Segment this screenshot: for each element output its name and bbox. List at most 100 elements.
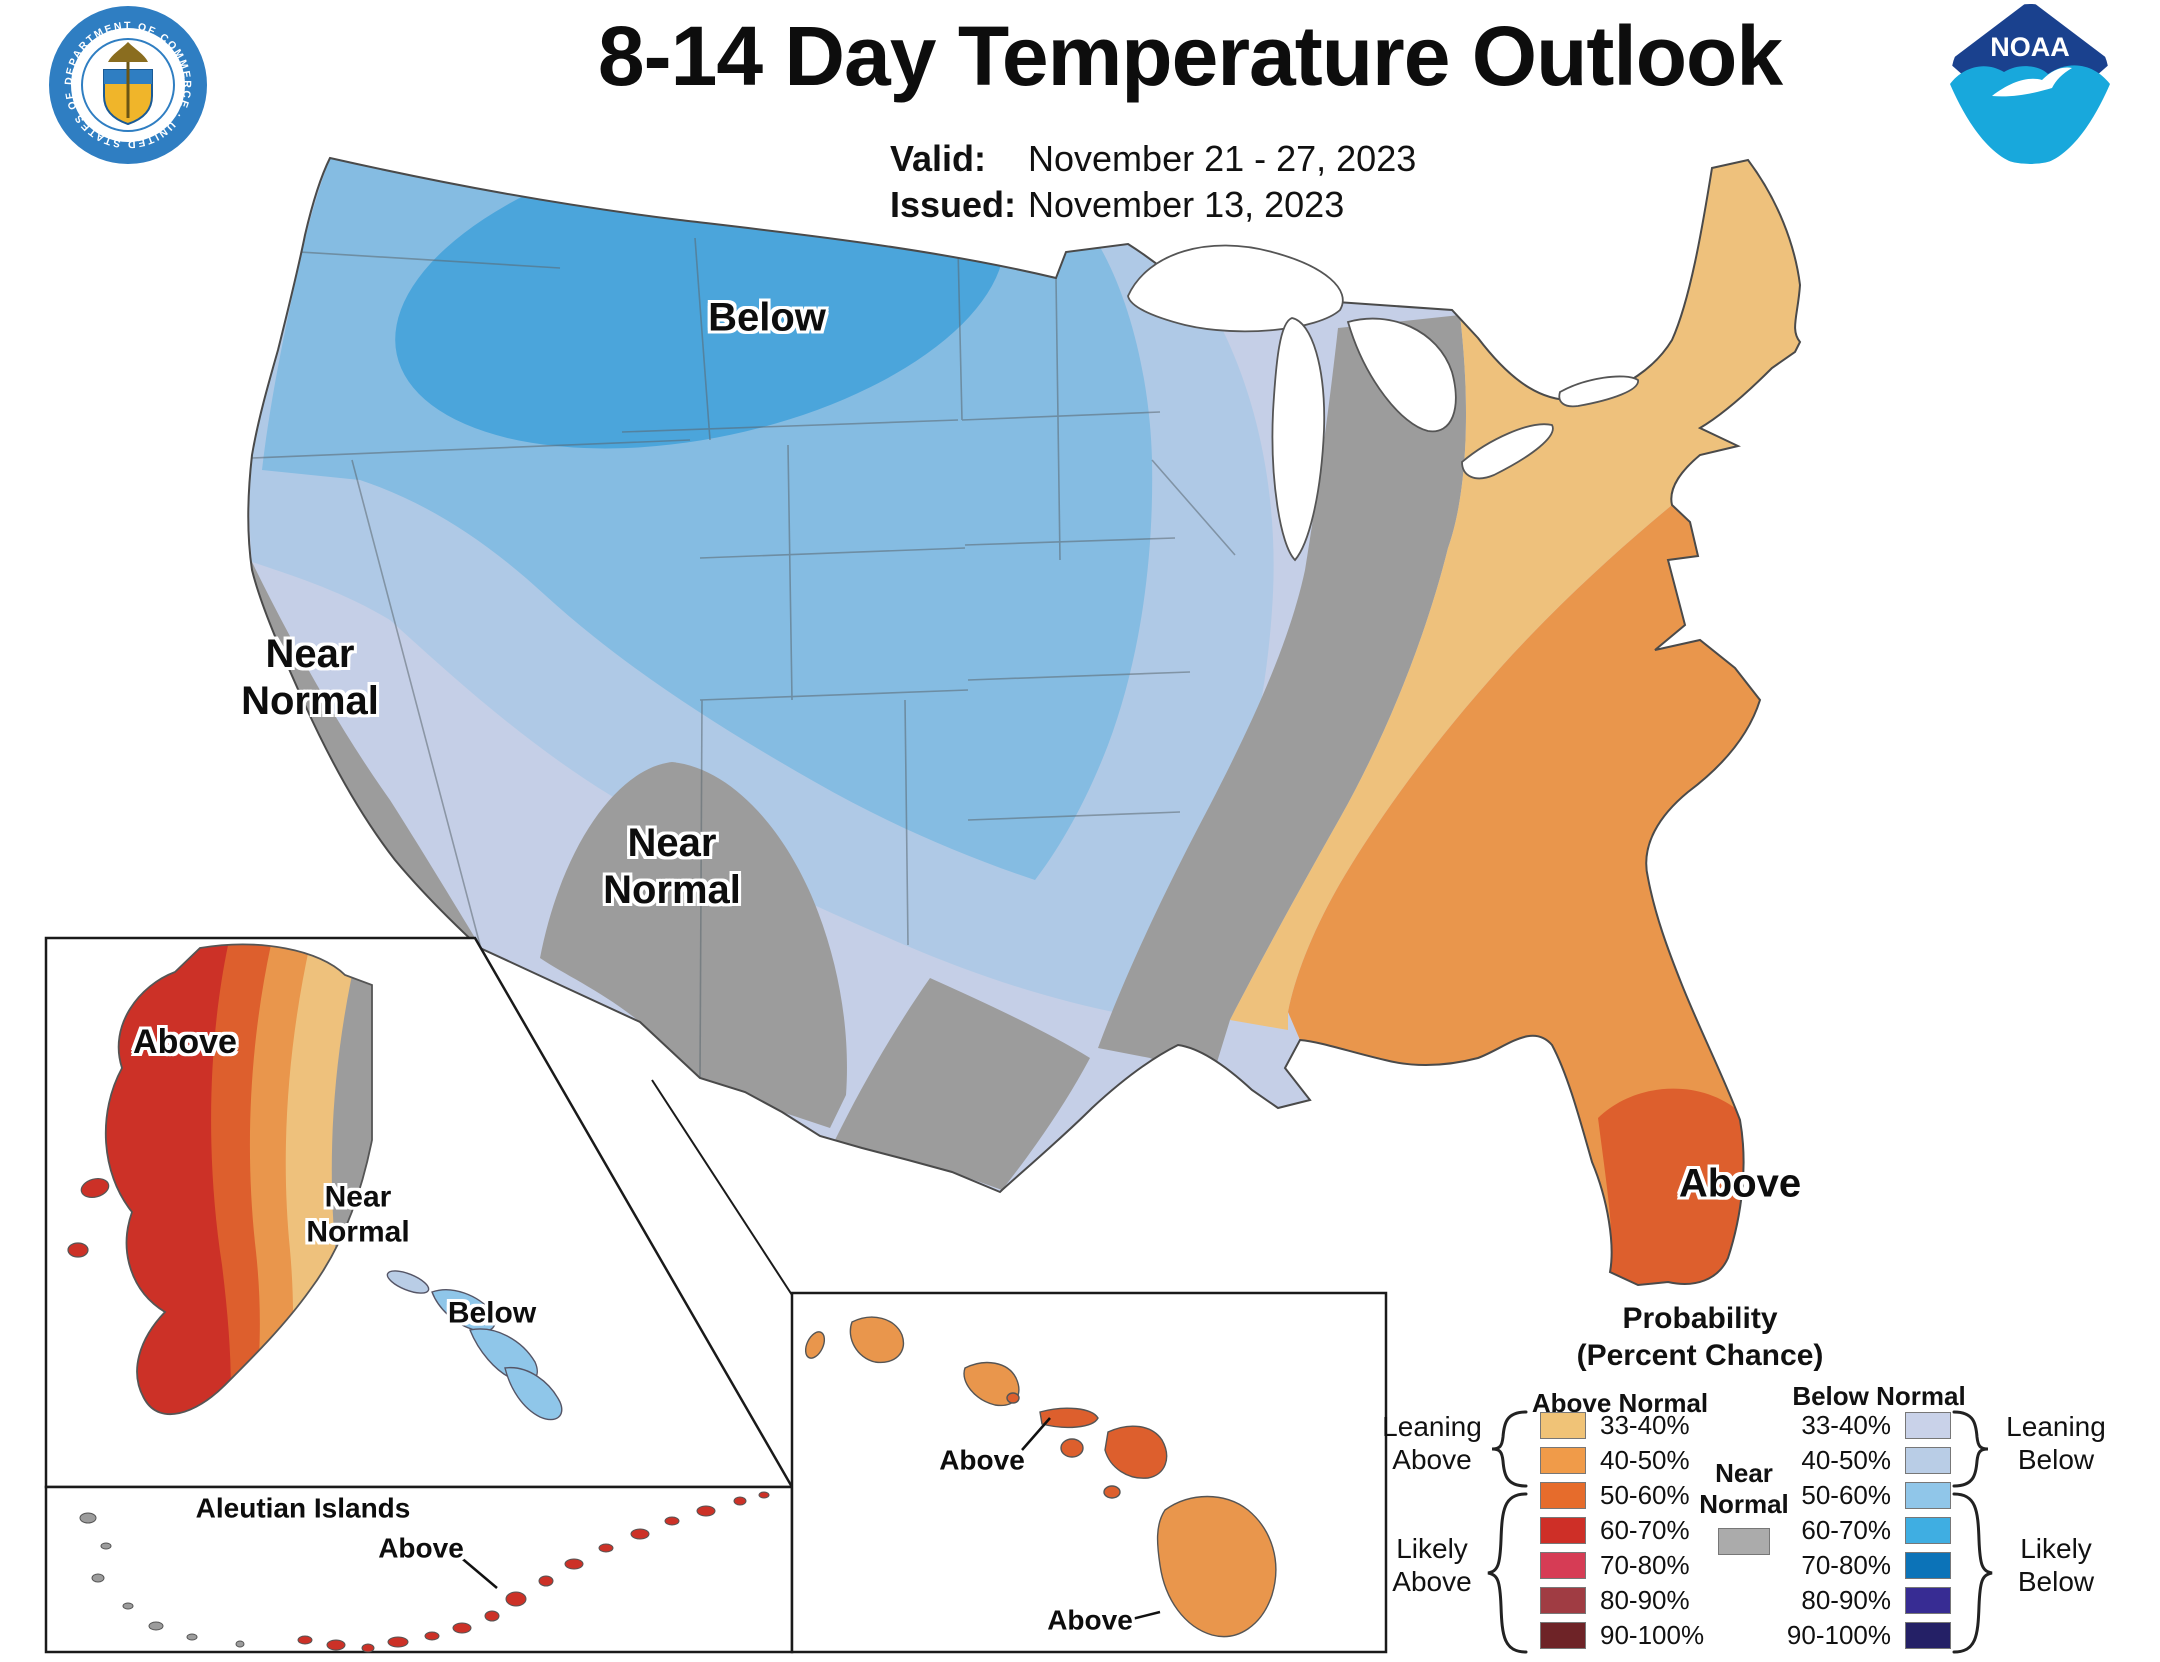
legend-group-leaning-below: Leaning Below [2006, 1411, 2106, 1475]
brace-leaning-above [1491, 1410, 1528, 1488]
swatch-below-60-70 [1905, 1517, 1951, 1544]
legend-row-above-33-40: 33-40% [1540, 1410, 1704, 1440]
aleutian-islands-gray [79, 1512, 245, 1648]
swatch-above-60-70 [1540, 1517, 1586, 1544]
issued-line: Issued: November 13, 2023 [890, 182, 1416, 228]
alaska-label-above: Above [133, 1022, 237, 1061]
legend-row-below-90-100: 90-100% [1786, 1620, 1951, 1650]
legend-row-above-90-100: 90-100% [1540, 1620, 1704, 1650]
swatch-above-40-50 [1540, 1447, 1586, 1474]
swatch-above-70-80 [1540, 1552, 1586, 1579]
legend-row-above-50-60: 50-60% [1540, 1480, 1704, 1510]
legend-group-likely-below: Likely Below [2017, 1533, 2095, 1597]
aleutian-islands-above [297, 1491, 770, 1653]
hawaii-islands [804, 1316, 1277, 1638]
aleutian-title: Aleutian Islands [195, 1492, 411, 1524]
lake-superior [1127, 244, 1344, 333]
legend-below-normal-header: Below Normal [1792, 1381, 1966, 1411]
great-lakes [1127, 244, 1639, 562]
page-title: 8-14 Day Temperature Outlook [597, 9, 1783, 103]
legend-group-likely-above: Likely Above [1392, 1533, 1472, 1597]
swatch-below-90-100 [1905, 1622, 1951, 1649]
near-normal-california [252, 562, 480, 948]
ak-band-above-60-70 [105, 944, 231, 1415]
legend-row-above-80-90: 80-90% [1540, 1585, 1704, 1615]
legend-near-normal: Near Normal [1686, 1458, 1802, 1555]
island-oahu-above-spot [1006, 1392, 1020, 1404]
brace-likely-above [1487, 1492, 1528, 1654]
doc-seal-eagle [108, 42, 148, 62]
noaa-logo-text: NOAA [1990, 32, 2070, 62]
alaska-label-near-normal: Near Normal [306, 1180, 410, 1249]
map-label-near-normal-west: Near Normal [241, 631, 379, 723]
legend-title: Probability (Percent Chance) [1576, 1302, 1824, 1372]
valid-line: Valid: November 21 - 27, 2023 [890, 136, 1416, 182]
brace-likely-below [1952, 1492, 1993, 1654]
swatch-below-70-80 [1905, 1552, 1951, 1579]
legend-row-below-60-70: 60-70% [1786, 1515, 1951, 1545]
island-maui [1104, 1425, 1168, 1479]
near-normal-ohio-valley-band [1098, 315, 1467, 1085]
lake-michigan [1271, 317, 1326, 562]
issued-value: November 13, 2023 [1028, 184, 1345, 225]
swatch-near-normal [1718, 1528, 1770, 1555]
aleutian-inset-box [44, 1485, 794, 1654]
legend-row-above-70-80: 70-80% [1540, 1550, 1704, 1580]
aleutian-label-above: Above [378, 1532, 464, 1564]
hawaii-label-above-molokai: Above [939, 1444, 1025, 1476]
lake-ontario [1558, 375, 1639, 408]
valid-label: Valid: [890, 138, 987, 179]
island-big-island [1156, 1495, 1277, 1638]
doc-seal: DEPARTMENT OF COMMERCE · UNITED STATES O… [0, 0, 207, 164]
island-kahoolawe [1103, 1485, 1121, 1499]
band-above-33-40-northeast [1230, 160, 1800, 1030]
near-normal-southwest-dome [540, 762, 847, 1128]
alaska-panhandle [386, 1270, 563, 1421]
noaa-logo: NOAA [1950, 4, 2110, 164]
legend-row-below-70-80: 70-80% [1786, 1550, 1951, 1580]
label-leader-lines [451, 1417, 1161, 1622]
legend-braces [1487, 1410, 1993, 1654]
hawaii-label-above-big-island: Above [1047, 1604, 1133, 1636]
legend-group-leaning-above: Leaning Above [1382, 1411, 1482, 1475]
valid-value: November 21 - 27, 2023 [1028, 138, 1417, 179]
legend-row-above-60-70: 60-70% [1540, 1515, 1704, 1545]
state-boundaries [251, 237, 1236, 1079]
legend-row-below-50-60: 50-60% [1786, 1480, 1951, 1510]
legend-below-column: 33-40% 40-50% 50-60% 60-70% 70-80% 80-90… [1786, 1410, 1951, 1650]
swatch-below-40-50 [1905, 1447, 1951, 1474]
noaa-globe [1950, 65, 2110, 164]
swatch-above-33-40 [1540, 1412, 1586, 1439]
noaa-bird-icon [1992, 67, 2072, 97]
swatch-above-90-100 [1540, 1622, 1586, 1649]
lake-huron [1346, 317, 1457, 433]
map-label-near-normal-central: Near Normal [603, 820, 741, 912]
island-niihau [804, 1331, 826, 1359]
legend-row-below-33-40: 33-40% [1786, 1410, 1951, 1440]
legend-row-below-40-50: 40-50% [1786, 1445, 1951, 1475]
legend-row-below-80-90: 80-90% [1786, 1585, 1951, 1615]
swatch-above-50-60 [1540, 1482, 1586, 1509]
island-kauai [849, 1316, 905, 1364]
band-above-50-60-south-florida [1598, 1088, 1744, 1285]
legend-above-column: 33-40% 40-50% 50-60% 60-70% 70-80% 80-90… [1540, 1410, 1704, 1650]
lake-erie [1461, 423, 1554, 480]
brace-leaning-below [1952, 1410, 1989, 1488]
map-label-below: Below [708, 295, 826, 340]
valid-issued-block: Valid: November 21 - 27, 2023 Issued: No… [890, 136, 1416, 228]
band-above-40-50-southeast [1288, 505, 1760, 1285]
swatch-above-80-90 [1540, 1587, 1586, 1614]
alaska-west-islands [67, 1177, 110, 1258]
swatch-below-80-90 [1905, 1587, 1951, 1614]
issued-label: Issued: [890, 184, 1017, 225]
island-molokai [1039, 1407, 1099, 1429]
swatch-below-50-60 [1905, 1482, 1951, 1509]
map-label-above-southeast: Above [1678, 1161, 1802, 1206]
alaska-outline [104, 943, 373, 1416]
swatch-below-33-40 [1905, 1412, 1951, 1439]
near-normal-south-texas [835, 978, 1090, 1190]
hawaii-inset-projection-line [651, 1079, 793, 1296]
alaska-label-below: Below [447, 1296, 537, 1330]
